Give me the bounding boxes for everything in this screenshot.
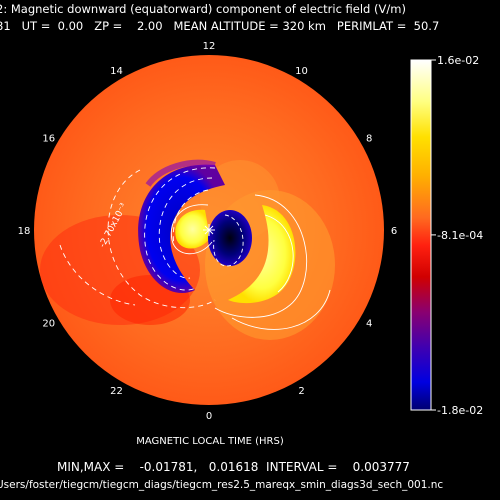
colorbar-label: -1.8e-02 <box>437 404 483 417</box>
x-axis-label: MAGNETIC LOCAL TIME (HRS) <box>136 436 284 447</box>
hour-tick-4: 4 <box>366 319 372 330</box>
hour-tick-6: 6 <box>391 226 397 237</box>
colorbar-label: 1.6e-02 <box>437 54 479 67</box>
contour-neg-2 <box>144 167 216 291</box>
field-features <box>40 159 335 340</box>
positive-blob-small <box>175 209 210 249</box>
colorbar-label: -8.1e-04 <box>437 229 483 242</box>
pole-marker <box>203 224 215 236</box>
file-path: Users/foster/tiegcm/tiegcm_diags/tiegcm_… <box>0 479 444 491</box>
contour-neg-far <box>59 244 136 306</box>
contour-pos-inner <box>264 214 294 293</box>
contour-pos-lower <box>231 289 331 330</box>
hour-tick-22: 22 <box>110 386 123 397</box>
hour-tick-8: 8 <box>366 134 372 145</box>
hour-tick-20: 20 <box>42 319 55 330</box>
contour-pos-outer <box>214 194 308 318</box>
hour-tick-12: 12 <box>203 41 216 52</box>
contour-neg-outer <box>107 169 216 309</box>
positive-crescent <box>228 205 296 304</box>
plot-title: 2: Magnetic downward (equatorward) compo… <box>0 2 406 16</box>
hour-tick-0: 0 <box>206 411 212 422</box>
negative-blob-dark <box>208 210 252 266</box>
hour-tick-14: 14 <box>110 66 123 77</box>
hour-tick-2: 2 <box>298 386 304 397</box>
contour-neg-3 <box>158 177 213 279</box>
crescent-edge <box>145 159 216 187</box>
colorbar <box>410 59 432 411</box>
hour-tick-16: 16 <box>42 134 55 145</box>
plot-subtitle: 81 UT = 0.00 ZP = 2.00 MEAN ALTITUDE = 3… <box>0 19 440 33</box>
contour-lines <box>59 167 331 330</box>
negative-crescent-blue <box>138 164 225 294</box>
hour-tick-10: 10 <box>295 66 308 77</box>
hour-tick-18: 18 <box>18 226 31 237</box>
contour-pos-small <box>170 204 213 255</box>
contour-neg-4 <box>172 189 209 246</box>
colorbar-labels: 1.6e-02 -8.1e-04 -1.8e-02 <box>431 54 483 417</box>
min-max-readout: MIN,MAX = -0.01781, 0.01618 INTERVAL = 0… <box>57 460 410 474</box>
contour-neg-dark <box>213 214 244 267</box>
